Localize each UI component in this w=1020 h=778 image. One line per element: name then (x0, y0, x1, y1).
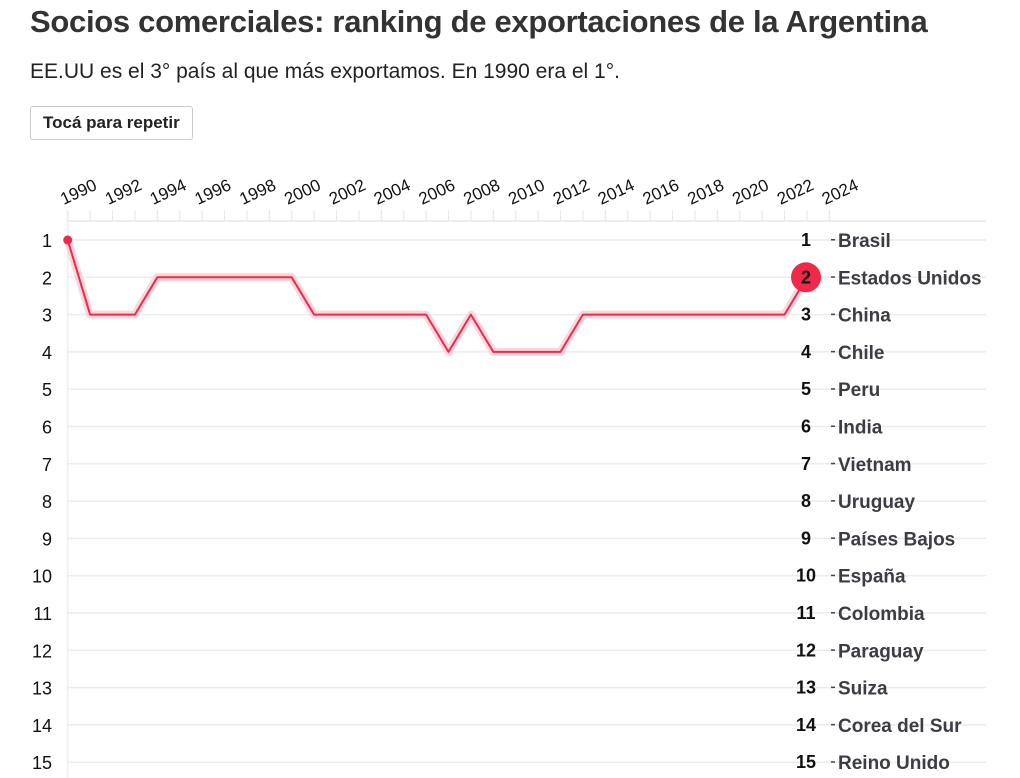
x-tick-label: 2022 (774, 175, 816, 208)
x-tick-label: 2006 (416, 175, 458, 208)
country-label: Países Bajos (838, 529, 955, 550)
x-tick-label: 1998 (237, 175, 279, 208)
country-label: Brasil (838, 231, 891, 252)
y-tick-label: 12 (32, 641, 52, 661)
label-dash (831, 462, 835, 465)
country-label: Vietnam (838, 455, 912, 476)
label-dash (831, 276, 835, 278)
y-tick-label: 5 (42, 380, 52, 400)
highlight-badge (791, 262, 821, 293)
rank-number: 15 (796, 752, 816, 772)
country-label: Suiza (838, 679, 888, 700)
rank-number: 11 (796, 603, 815, 623)
x-tick-label: 2000 (281, 175, 323, 208)
rank-number: 10 (796, 566, 816, 586)
country-label: India (838, 418, 883, 439)
label-dash (831, 537, 835, 539)
label-dash (831, 761, 835, 763)
x-tick-label: 2004 (371, 175, 413, 208)
x-tick-label: 2002 (326, 175, 368, 208)
x-tick-label: 1990 (57, 175, 99, 208)
y-tick-label: 4 (42, 343, 52, 363)
replay-button[interactable]: Tocá para repetir (30, 106, 193, 140)
rank-number: 12 (796, 640, 816, 660)
y-tick-label: 13 (32, 679, 52, 699)
rank-number: 6 (801, 417, 811, 437)
rank-number: 13 (796, 678, 816, 698)
y-tick-label: 9 (42, 529, 52, 549)
country-label: España (838, 567, 906, 588)
rank-number: 5 (801, 379, 811, 399)
y-tick-label: 11 (33, 604, 52, 624)
country-label: Colombia (838, 604, 925, 625)
country-label: Chile (838, 343, 884, 364)
y-tick-label: 1 (42, 231, 52, 251)
x-tick-label: 2012 (550, 175, 592, 208)
x-tick-label: 2016 (640, 175, 682, 208)
label-dash (831, 350, 835, 353)
series-start-point (63, 235, 73, 245)
country-label: Peru (838, 380, 880, 401)
x-tick-label: 2024 (819, 175, 861, 208)
label-dash (831, 649, 835, 651)
label-dash (831, 425, 835, 427)
y-tick-label: 3 (42, 306, 52, 326)
x-tick-label: 1992 (102, 175, 144, 208)
y-tick-label: 7 (42, 455, 52, 475)
y-tick-label: 14 (32, 716, 52, 736)
country-label: Reino Unido (838, 753, 950, 774)
rank-number: 8 (801, 491, 811, 511)
country-label: Paraguay (838, 641, 924, 662)
country-label: Uruguay (838, 492, 916, 513)
country-label: Corea del Sur (838, 716, 962, 737)
series-line-estados-unidos (66, 239, 808, 353)
label-dash (831, 686, 835, 689)
label-dash (831, 388, 835, 390)
x-tick-label: 2018 (685, 175, 727, 208)
y-tick-label: 8 (42, 492, 52, 512)
label-dash (831, 239, 835, 241)
country-label: Estados Unidos (838, 268, 982, 289)
label-dash (831, 574, 835, 577)
x-tick-label: 2010 (505, 175, 547, 208)
page-title: Socios comerciales: ranking de exportaci… (30, 4, 928, 39)
label-dash (831, 500, 835, 502)
label-dash (831, 723, 835, 726)
country-label: China (838, 306, 891, 327)
y-tick-label: 2 (42, 268, 52, 288)
y-tick-label: 6 (42, 418, 52, 438)
rank-number: 2 (801, 267, 811, 287)
x-tick-label: 2008 (461, 175, 503, 208)
x-tick-label: 2020 (729, 175, 771, 208)
rank-number: 4 (801, 342, 811, 362)
rank-number: 1 (801, 230, 811, 250)
rank-number: 14 (796, 715, 816, 735)
y-tick-label: 10 (32, 567, 52, 587)
y-tick-label: 15 (32, 753, 52, 773)
subtitle: EE.UU es el 3° país al que más exportamo… (30, 60, 620, 83)
label-dash (831, 313, 835, 316)
rank-number: 3 (801, 305, 811, 325)
rank-number: 9 (801, 528, 811, 548)
rank-number: 7 (801, 454, 811, 474)
x-tick-label: 1996 (192, 175, 234, 208)
label-dash (831, 612, 835, 614)
x-tick-label: 1994 (147, 175, 189, 208)
x-tick-label: 2014 (595, 175, 637, 208)
